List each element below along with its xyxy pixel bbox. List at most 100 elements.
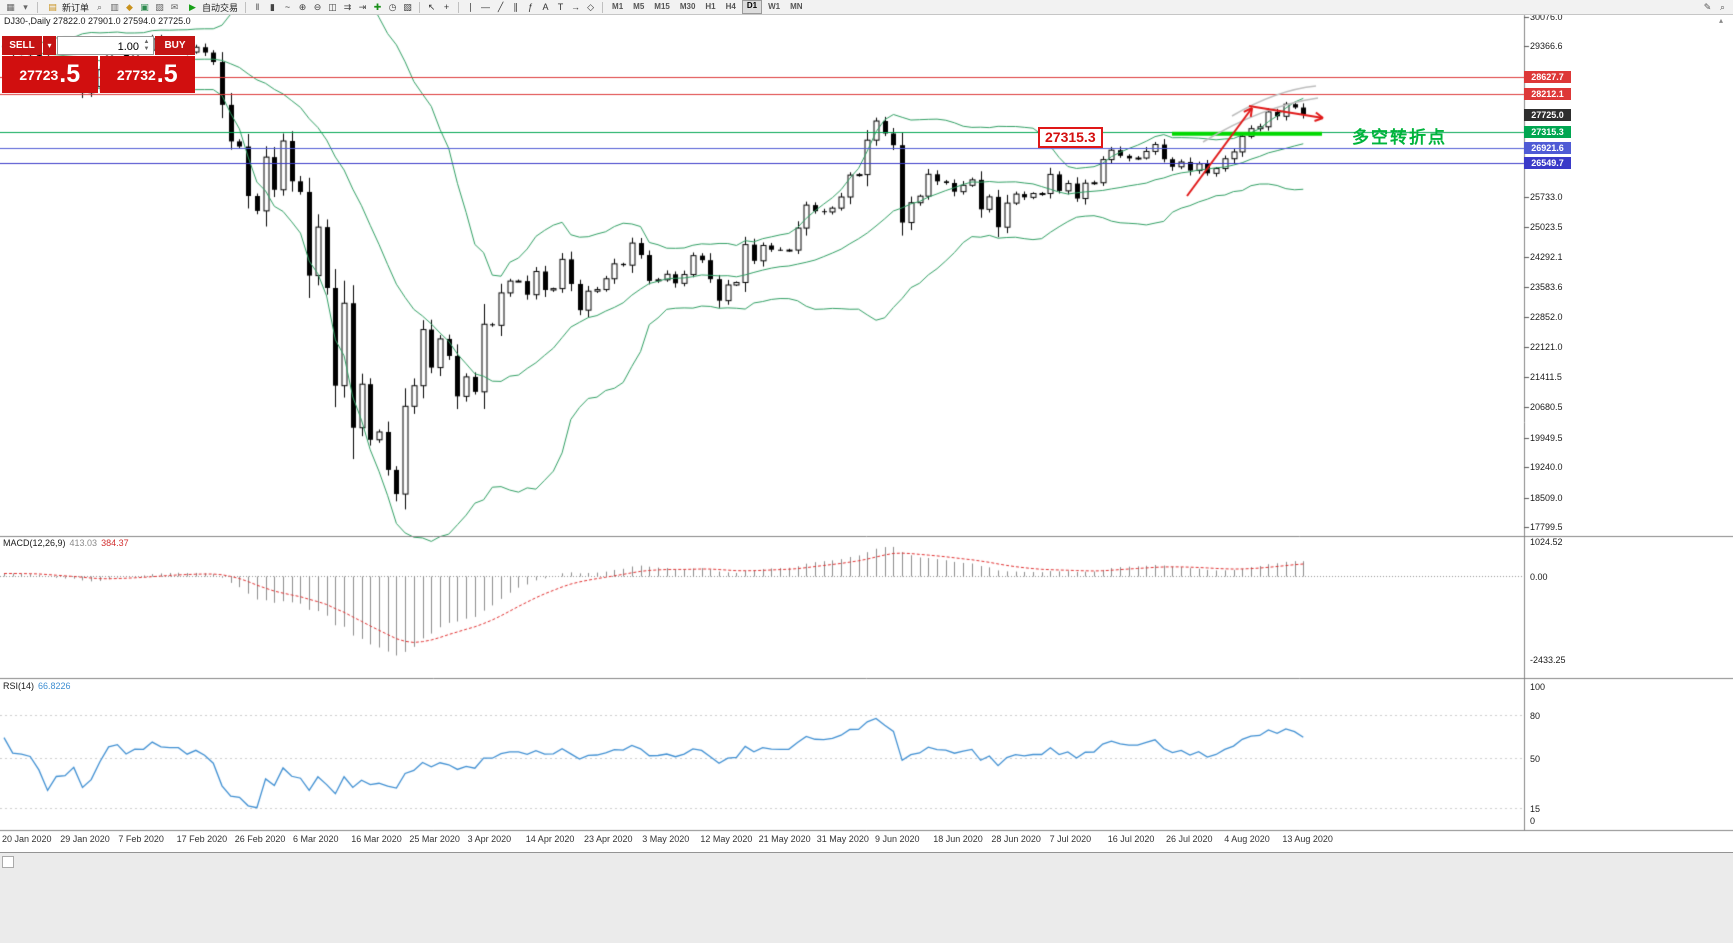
timeframe-m1[interactable]: M1 — [612, 2, 624, 11]
price-tick: 29366.6 — [1530, 41, 1563, 52]
date-label: 18 Jun 2020 — [933, 834, 983, 844]
date-label: 6 Mar 2020 — [293, 834, 339, 844]
timeframe-m5[interactable]: M5 — [633, 2, 645, 11]
rsi-value: 66.8226 — [38, 681, 71, 691]
new-order-button[interactable]: ▤ 新订单 — [42, 1, 92, 14]
price-line-badge: 26921.6 — [1524, 142, 1571, 155]
buy-price-main: 27732 — [116, 66, 156, 83]
zoom-out-icon[interactable]: ⊖ — [313, 1, 322, 12]
spin-down-icon[interactable]: ▼ — [143, 45, 150, 52]
strategy-tester-icon[interactable]: ▨ — [155, 1, 164, 12]
rsi-tick: 15 — [1530, 803, 1541, 814]
horizontal-line-icon[interactable]: ― — [481, 1, 491, 12]
new-order-button-label: 新订单 — [62, 2, 90, 13]
terminal-icon[interactable]: ▣ — [140, 1, 149, 12]
autotrade-button-label: 自动交易 — [202, 2, 239, 13]
date-label: 29 Jan 2020 — [60, 834, 110, 844]
date-label: 4 Aug 2020 — [1224, 834, 1270, 844]
new-chart-icon[interactable]: ▦ — [6, 1, 15, 12]
lot-size-input[interactable] — [58, 38, 153, 56]
crosshair-icon[interactable]: + — [443, 1, 450, 12]
order-type-dropdown[interactable]: ▾ — [43, 36, 56, 55]
price-line-badge: 28627.7 — [1524, 71, 1571, 84]
timeframe-m30[interactable]: M30 — [679, 2, 696, 11]
turning-point-note[interactable]: 多空转折点 — [1352, 128, 1447, 147]
autotrade-button[interactable]: ▶ 自动交易 — [182, 1, 241, 14]
toolbar-separator — [458, 1, 460, 13]
rsi-tick: 50 — [1530, 753, 1541, 764]
channel-icon[interactable]: ∥ — [513, 1, 518, 12]
toolbar-right-group: ✎ ⌕ — [1700, 1, 1730, 14]
date-label: 26 Jul 2020 — [1166, 834, 1213, 844]
support-price-label[interactable]: 27315.3 — [1038, 127, 1103, 148]
sell-button[interactable]: SELL — [2, 36, 42, 55]
price-tick: 21411.5 — [1530, 371, 1562, 382]
text-icon[interactable]: A — [542, 1, 549, 12]
date-label: 7 Feb 2020 — [118, 834, 164, 844]
timeframe-d1[interactable]: D1 — [741, 0, 763, 14]
profiles-icon[interactable]: ▾ — [23, 1, 28, 12]
sell-price-main: 27723 — [19, 66, 59, 83]
chart-title: DJ30-,Daily 27822.0 27901.0 27594.0 2772… — [4, 16, 191, 26]
line-chart-icon[interactable]: ~ — [284, 1, 291, 12]
spin-up-icon[interactable]: ▲ — [143, 38, 150, 45]
price-tick: 25733.0 — [1530, 192, 1563, 203]
status-area — [0, 852, 1733, 943]
vertical-line-icon[interactable]: ∣ — [468, 1, 473, 12]
buy-price-display[interactable]: 27732.5 — [99, 56, 195, 93]
timeframe-w1[interactable]: W1 — [768, 2, 781, 11]
date-label: 25 Mar 2020 — [409, 834, 460, 844]
rsi-tick: 100 — [1530, 682, 1546, 692]
toolbar-separator — [419, 1, 421, 13]
zoom-in-icon[interactable]: ⊕ — [298, 1, 307, 12]
macd-tick: -2433.25 — [1530, 655, 1566, 666]
fibonacci-icon[interactable]: ƒ — [528, 1, 534, 12]
edit-icon[interactable]: ✎ — [1703, 1, 1712, 12]
tile-windows-icon[interactable]: ◫ — [328, 1, 337, 12]
periods-icon[interactable]: ◷ — [388, 1, 397, 12]
arrow-tools-icon[interactable]: → — [571, 1, 581, 12]
price-tick: 19949.5 — [1530, 432, 1563, 443]
date-label: 16 Jul 2020 — [1107, 834, 1155, 844]
price-tick: 17799.5 — [1530, 522, 1563, 532]
timeframe-h4[interactable]: H4 — [725, 2, 736, 11]
price-tick: 30076.0 — [1530, 12, 1563, 22]
indicators-icon[interactable]: ✚ — [373, 1, 382, 12]
price-tick: 19240.0 — [1530, 462, 1563, 473]
search-icon[interactable]: ⌕ — [1719, 1, 1726, 12]
templates-icon[interactable]: ▧ — [403, 1, 412, 12]
price-line-badge: 26549.7 — [1524, 157, 1571, 170]
shapes-icon[interactable]: ◇ — [587, 1, 594, 12]
timeframe-mn[interactable]: MN — [790, 2, 803, 11]
price-tick: 18509.0 — [1530, 492, 1563, 503]
candlestick-chart-icon[interactable]: ▮ — [270, 1, 275, 12]
buy-button[interactable]: BUY — [155, 36, 195, 55]
cursor-icon[interactable]: ↖ — [427, 1, 436, 12]
buy-price-frac: .5 — [156, 60, 178, 88]
auto-scroll-icon[interactable]: ⇉ — [343, 1, 352, 12]
date-label: 12 May 2020 — [700, 834, 753, 844]
timeframe-h1[interactable]: H1 — [705, 2, 716, 11]
macd-tick: 0.00 — [1530, 572, 1548, 582]
toolbar-separator — [602, 1, 604, 13]
alerts-icon[interactable]: ✉ — [170, 1, 179, 12]
price-tick: 24292.1 — [1530, 252, 1563, 263]
timeframe-m15[interactable]: M15 — [654, 2, 670, 11]
trendline-icon[interactable]: ╱ — [497, 1, 504, 12]
rsi-indicator-label: RSI(14) 66.8226 — [3, 681, 71, 691]
date-label: 28 Jun 2020 — [991, 834, 1041, 844]
macd-signal-value: 384.37 — [101, 538, 129, 548]
navigator-icon[interactable]: ◆ — [126, 1, 133, 12]
label-icon[interactable]: T — [557, 1, 564, 12]
chart-shift-icon[interactable]: ⇥ — [358, 1, 367, 12]
footer-chip — [2, 856, 14, 868]
data-window-icon[interactable]: ▥ — [110, 1, 119, 12]
macd-main-value: 413.03 — [69, 538, 98, 548]
bar-chart-icon[interactable]: ‖ — [255, 1, 260, 12]
date-label: 31 May 2020 — [816, 834, 869, 844]
scroll-up-icon[interactable]: ▴ — [1719, 16, 1724, 25]
sell-price-display[interactable]: 27723.5 — [2, 56, 98, 93]
market-watch-icon[interactable]: ⌕ — [96, 1, 103, 12]
lot-spinner[interactable]: ▲ ▼ — [141, 37, 152, 54]
